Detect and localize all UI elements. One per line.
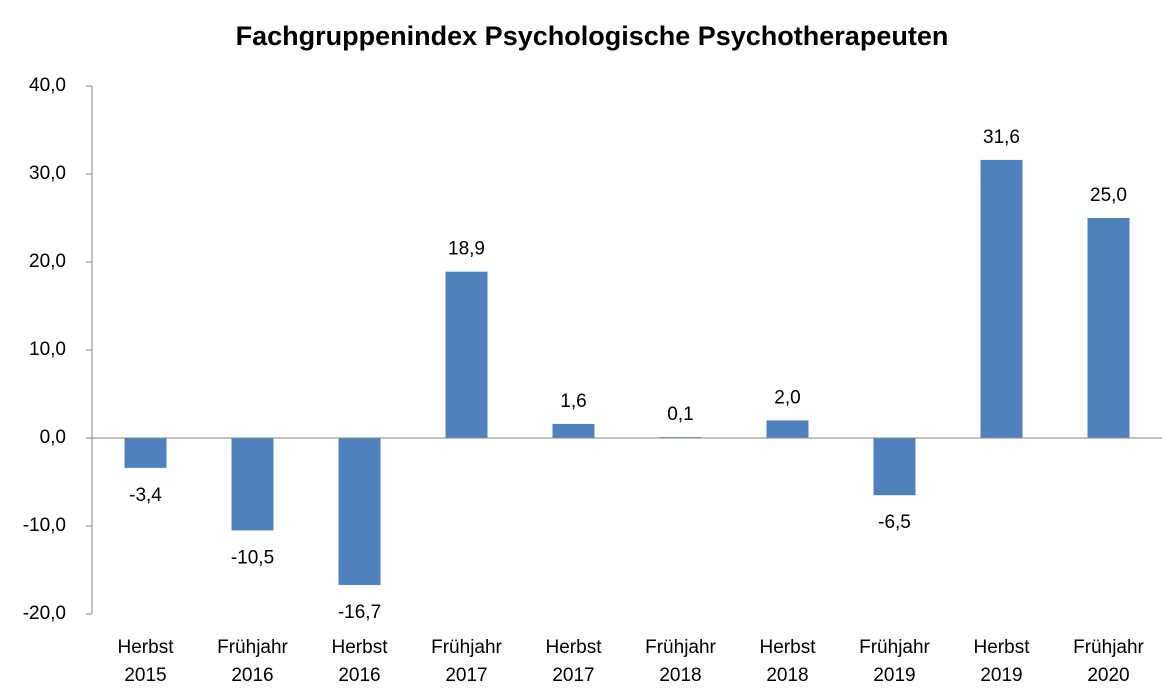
x-tick-label: Herbst 2016: [331, 637, 388, 686]
bar: [552, 423, 595, 438]
x-tick-label: Herbst 2017: [545, 637, 602, 686]
value-label: -3,4: [129, 485, 162, 506]
value-label: -10,5: [231, 547, 274, 568]
value-label: 25,0: [1090, 185, 1127, 206]
value-label: 1,6: [560, 391, 586, 412]
bar: [231, 438, 274, 531]
x-tick-label: Frühjahr 2020: [1073, 637, 1144, 686]
y-tick-label: -20,0: [23, 603, 66, 624]
value-label: 2,0: [774, 387, 800, 408]
value-label: -6,5: [878, 512, 911, 533]
x-tick-label: Frühjahr 2016: [217, 637, 288, 686]
y-tick-label: 20,0: [29, 251, 66, 272]
value-label: 18,9: [448, 239, 485, 260]
bar: [873, 438, 916, 496]
x-tick-label: Frühjahr 2018: [645, 637, 716, 686]
x-tick-label: Herbst 2019: [973, 637, 1030, 686]
bar: [980, 159, 1023, 439]
y-tick-label: 0,0: [40, 427, 66, 448]
bar: [1087, 218, 1130, 438]
y-tick-label: 40,0: [29, 75, 66, 96]
y-tick-label: 10,0: [29, 339, 66, 360]
x-tick-label: Frühjahr 2019: [859, 637, 930, 686]
bar: [338, 438, 381, 585]
x-tick-label: Herbst 2015: [117, 637, 174, 686]
y-tick-label: -10,0: [23, 515, 66, 536]
bar: [445, 271, 488, 438]
x-tick-label: Herbst 2018: [759, 637, 816, 686]
y-tick-label: 30,0: [29, 163, 66, 184]
chart-title: Fachgruppenindex Psychologische Psychoth…: [236, 21, 949, 51]
x-tick-label: Frühjahr 2017: [431, 637, 502, 686]
bar: [124, 438, 167, 468]
bar: [766, 420, 809, 438]
value-label: -16,7: [338, 602, 381, 623]
value-label: 31,6: [983, 127, 1020, 148]
value-label: 0,1: [667, 404, 693, 425]
